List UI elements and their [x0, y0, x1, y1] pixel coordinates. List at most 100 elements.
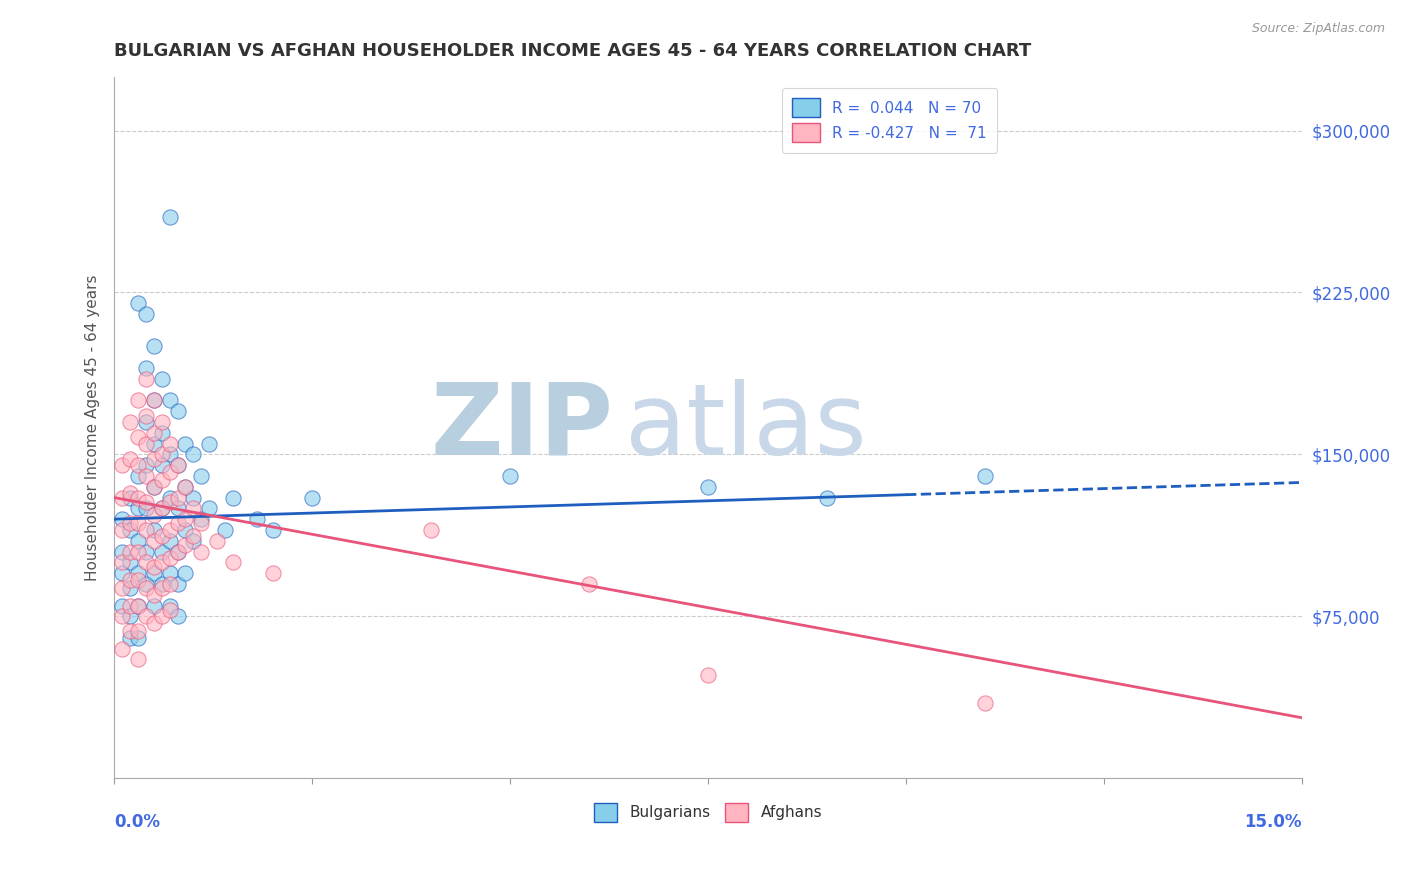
Point	[262, 523, 284, 537]
Point	[127, 544, 149, 558]
Point	[111, 581, 134, 595]
Point	[159, 577, 181, 591]
Point	[111, 523, 134, 537]
Point	[111, 491, 134, 505]
Point	[142, 480, 165, 494]
Point	[974, 696, 997, 710]
Point	[127, 430, 149, 444]
Point	[118, 544, 141, 558]
Point	[159, 566, 181, 581]
Point	[127, 516, 149, 531]
Point	[118, 573, 141, 587]
Point	[159, 210, 181, 224]
Point	[135, 523, 157, 537]
Point	[118, 491, 141, 505]
Point	[142, 393, 165, 408]
Text: 0.0%: 0.0%	[114, 814, 160, 831]
Point	[697, 480, 720, 494]
Point	[190, 512, 212, 526]
Point	[111, 609, 134, 624]
Point	[205, 533, 228, 548]
Point	[578, 577, 600, 591]
Point	[127, 599, 149, 613]
Y-axis label: Householder Income Ages 45 - 64 years: Householder Income Ages 45 - 64 years	[86, 274, 100, 581]
Point	[127, 296, 149, 310]
Point	[974, 469, 997, 483]
Point	[697, 667, 720, 681]
Point	[135, 436, 157, 450]
Text: Source: ZipAtlas.com: Source: ZipAtlas.com	[1251, 22, 1385, 36]
Point	[183, 529, 205, 543]
Point	[135, 409, 157, 423]
Point	[174, 566, 197, 581]
Point	[183, 533, 205, 548]
Point	[118, 523, 141, 537]
Point	[166, 544, 188, 558]
Point	[174, 480, 197, 494]
Point	[127, 652, 149, 666]
Legend: Bulgarians, Afghans: Bulgarians, Afghans	[582, 790, 835, 834]
Point	[142, 599, 165, 613]
Point	[118, 415, 141, 429]
Point	[118, 631, 141, 645]
Point	[174, 436, 197, 450]
Point	[111, 544, 134, 558]
Point	[127, 631, 149, 645]
Point	[150, 555, 173, 569]
Point	[159, 495, 181, 509]
Text: BULGARIAN VS AFGHAN HOUSEHOLDER INCOME AGES 45 - 64 YEARS CORRELATION CHART: BULGARIAN VS AFGHAN HOUSEHOLDER INCOME A…	[114, 42, 1032, 60]
Point	[150, 501, 173, 516]
Point	[150, 529, 173, 543]
Point	[127, 573, 149, 587]
Point	[499, 469, 522, 483]
Point	[190, 516, 212, 531]
Point	[150, 415, 173, 429]
Point	[111, 641, 134, 656]
Point	[183, 501, 205, 516]
Point	[127, 624, 149, 639]
Point	[135, 577, 157, 591]
Text: atlas: atlas	[624, 379, 866, 476]
Point	[135, 458, 157, 473]
Point	[118, 599, 141, 613]
Point	[118, 555, 141, 569]
Point	[150, 577, 173, 591]
Point	[127, 393, 149, 408]
Point	[159, 551, 181, 566]
Point	[159, 533, 181, 548]
Point	[174, 480, 197, 494]
Point	[135, 495, 157, 509]
Point	[142, 425, 165, 440]
Point	[159, 465, 181, 479]
Point	[150, 501, 173, 516]
Point	[166, 501, 188, 516]
Point	[142, 615, 165, 630]
Point	[159, 393, 181, 408]
Point	[174, 538, 197, 552]
Point	[111, 555, 134, 569]
Point	[159, 599, 181, 613]
Point	[183, 447, 205, 461]
Point	[111, 599, 134, 613]
Point	[135, 544, 157, 558]
Point	[166, 577, 188, 591]
Point	[183, 491, 205, 505]
Point	[159, 436, 181, 450]
Point	[127, 599, 149, 613]
Point	[159, 603, 181, 617]
Point	[142, 566, 165, 581]
Point	[127, 501, 149, 516]
Point	[166, 491, 188, 505]
Point	[118, 624, 141, 639]
Point	[150, 609, 173, 624]
Point	[159, 447, 181, 461]
Point	[190, 469, 212, 483]
Point	[198, 436, 221, 450]
Point	[142, 523, 165, 537]
Point	[127, 491, 149, 505]
Point	[174, 523, 197, 537]
Point	[166, 404, 188, 418]
Point	[118, 486, 141, 500]
Point	[222, 555, 245, 569]
Point	[150, 473, 173, 487]
